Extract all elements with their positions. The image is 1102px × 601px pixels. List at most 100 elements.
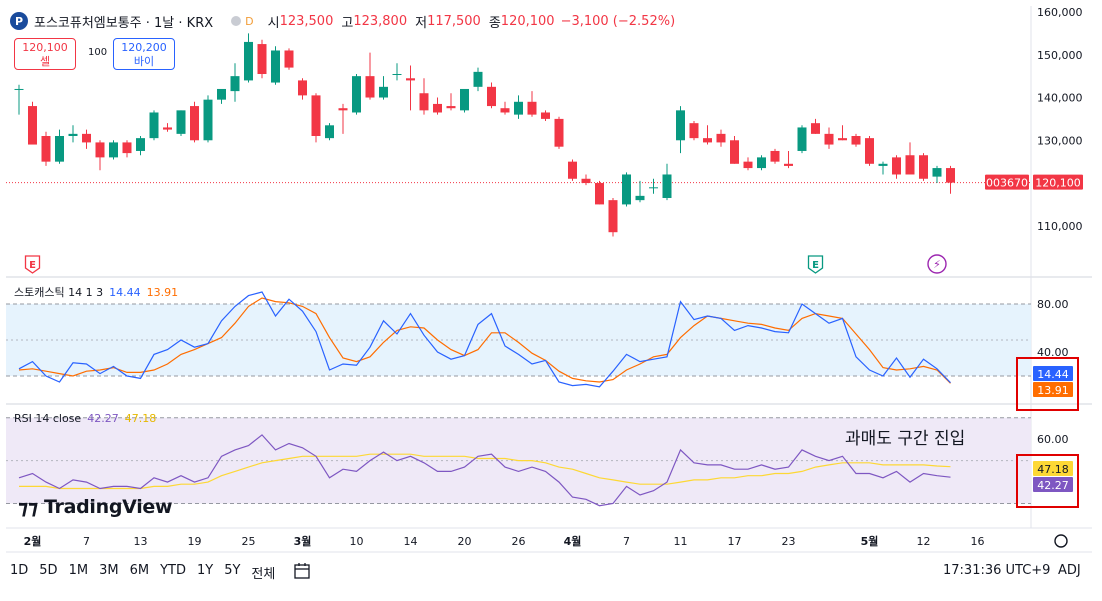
time-tick-label: 10 xyxy=(350,535,364,548)
price-tick-label: 160,000 xyxy=(1037,6,1083,19)
candle-body xyxy=(419,93,429,111)
symbol-logo-icon[interactable]: P xyxy=(10,12,28,30)
candle-body xyxy=(14,88,24,90)
candle-body xyxy=(919,155,928,179)
candle-body xyxy=(851,136,861,145)
candle-body xyxy=(311,95,321,136)
candle-body xyxy=(581,178,591,184)
candle-body xyxy=(176,110,186,134)
event-label: ⚡ xyxy=(933,258,941,271)
delayed-badge[interactable]: D xyxy=(245,14,254,28)
candle-body xyxy=(352,76,361,113)
candle-body xyxy=(271,50,280,83)
tv-logo-icon: ⁊⁊ xyxy=(18,495,38,519)
earnings-event-icon xyxy=(807,255,824,274)
candle-body xyxy=(284,50,294,68)
candle-body xyxy=(622,174,631,205)
candle-body xyxy=(703,138,712,143)
candle-body xyxy=(541,112,550,119)
tf-3m[interactable]: 3M xyxy=(99,563,119,578)
candle-body xyxy=(446,106,456,109)
date-range-icon[interactable] xyxy=(292,561,312,581)
candle-body xyxy=(365,76,375,98)
symbol-title[interactable]: 포스코퓨처엠보통주 · 1날 · KRX xyxy=(34,15,214,31)
price-tick-label: 110,000 xyxy=(1037,220,1083,233)
stoch-k-tag: 14.44 xyxy=(1037,368,1069,381)
rsi-ma-tag-bg xyxy=(1033,461,1073,476)
sell-button[interactable]: 120,100 셀 xyxy=(14,38,76,70)
candle-body xyxy=(689,123,699,139)
candle-body xyxy=(433,103,442,113)
time-tick-label: 16 xyxy=(971,535,985,548)
candle-body xyxy=(797,127,807,151)
candle-body xyxy=(811,123,820,134)
price-value-tag: 120,100 xyxy=(1035,177,1081,190)
rsi-legend-part: RSI 14 close xyxy=(14,412,81,425)
candle-body xyxy=(82,133,91,143)
adj-toggle[interactable]: ADJ xyxy=(1058,563,1081,578)
candle-body xyxy=(338,108,348,111)
buy-label: 바이 xyxy=(133,55,155,68)
candle-body xyxy=(41,136,51,162)
rsi-highlight-box xyxy=(1016,454,1079,508)
candle-body xyxy=(730,140,739,164)
spread-value: 100 xyxy=(88,47,108,58)
stoch-k-tag-bg xyxy=(1033,366,1073,381)
tf-all[interactable]: 전체 xyxy=(251,567,276,582)
candle-body xyxy=(28,106,37,145)
dividend-event-icon xyxy=(927,254,947,274)
time-tick-label: 7 xyxy=(83,535,90,548)
candle-body xyxy=(163,127,172,130)
tf-6m[interactable]: 6M xyxy=(129,563,150,578)
tf-5d[interactable]: 5D xyxy=(39,563,58,578)
candle-body xyxy=(487,86,496,107)
tf-5y[interactable]: 5Y xyxy=(224,563,241,578)
settings-gear-icon[interactable] xyxy=(1054,534,1068,548)
close-value: 120,100 xyxy=(500,13,555,29)
candle-body xyxy=(662,174,672,198)
earnings-event-icon xyxy=(24,255,41,274)
low-label: 저 xyxy=(415,15,428,31)
candle-body xyxy=(554,118,564,147)
open-value: 123,500 xyxy=(279,13,334,29)
high-label: 고 xyxy=(341,15,354,31)
candle-body xyxy=(527,101,537,115)
sell-price: 120,100 xyxy=(22,41,68,54)
low-value: 117,500 xyxy=(427,13,481,29)
candle-body xyxy=(905,155,915,175)
event-markers: E E ⚡ xyxy=(24,254,947,274)
rsi-legend-part: 42.27 xyxy=(87,412,119,425)
stoch-legend-part: 스토캐스틱 14 1 3 xyxy=(14,286,103,299)
candle-body xyxy=(595,183,604,205)
candle-body xyxy=(892,157,901,175)
buy-price: 120,200 xyxy=(121,41,167,54)
candle-body xyxy=(379,86,388,98)
tf-1d[interactable]: 1D xyxy=(10,563,29,578)
stoch-d-line xyxy=(18,297,951,384)
stoch-tick-label: 40.00 xyxy=(1037,346,1069,359)
candle-body xyxy=(230,76,240,92)
tf-1m[interactable]: 1M xyxy=(68,563,89,578)
clock-readout[interactable]: 17:31:36 UTC+9 xyxy=(943,563,1051,578)
rsi-legend-part: 47.18 xyxy=(125,412,157,425)
time-tick-label: 12 xyxy=(917,535,931,548)
price-value-tag-bg xyxy=(1033,174,1083,190)
buy-button[interactable]: 120,200 바이 xyxy=(113,38,175,70)
change-value: −3,100 (−2.52%) xyxy=(560,13,676,29)
tf-ytd[interactable]: YTD xyxy=(160,563,186,578)
candle-body xyxy=(406,78,415,81)
oversold-annotation: 과매도 구간 진입 xyxy=(845,429,966,449)
candle-body xyxy=(514,101,523,115)
tf-1y[interactable]: 1Y xyxy=(196,563,214,578)
tradingview-logo[interactable]: ⁊⁊ TradingView xyxy=(18,495,173,519)
time-tick-label: 13 xyxy=(134,535,148,548)
time-tick-label: 23 xyxy=(782,535,796,548)
time-tick-label: 11 xyxy=(674,535,688,548)
candle-body xyxy=(500,108,510,113)
candle-body xyxy=(109,142,118,158)
rsi-line xyxy=(18,434,951,507)
time-tick-label: 2월 xyxy=(24,534,42,548)
candle-body xyxy=(716,133,726,143)
